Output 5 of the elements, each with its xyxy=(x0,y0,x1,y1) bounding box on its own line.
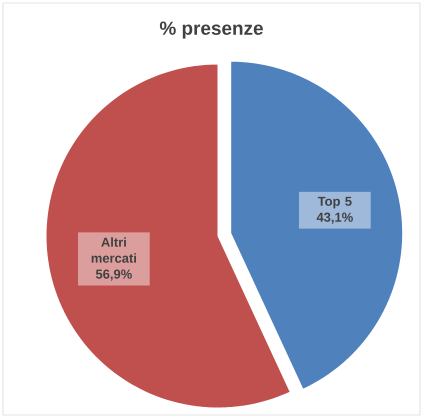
slice-label: Altri mercati xyxy=(92,237,136,263)
chart-title: % presenze xyxy=(160,22,263,39)
data-label: 56,9% xyxy=(96,270,132,281)
slice-label: Top 5 xyxy=(318,196,352,208)
data-label: 43,1% xyxy=(316,212,353,224)
